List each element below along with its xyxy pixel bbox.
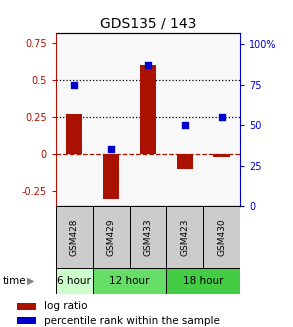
Point: [146, 62, 150, 68]
Bar: [103, 154, 119, 198]
Text: 12 hour: 12 hour: [109, 276, 150, 286]
Bar: [140, 65, 156, 154]
Bar: [166, 206, 203, 268]
Text: 18 hour: 18 hour: [183, 276, 224, 286]
Bar: [93, 268, 166, 294]
Point: [183, 122, 187, 128]
Bar: [56, 268, 93, 294]
Text: GSM430: GSM430: [217, 218, 226, 256]
Text: GSM429: GSM429: [107, 218, 115, 256]
Point: [109, 147, 113, 152]
Bar: [17, 317, 36, 324]
Text: GSM428: GSM428: [70, 218, 79, 256]
Text: percentile rank within the sample: percentile rank within the sample: [44, 316, 220, 325]
Text: ▶: ▶: [27, 276, 35, 286]
Bar: [56, 206, 93, 268]
Text: 6 hour: 6 hour: [57, 276, 91, 286]
Bar: [214, 154, 230, 157]
Title: GDS135 / 143: GDS135 / 143: [100, 16, 196, 30]
Bar: [17, 302, 36, 310]
Bar: [93, 206, 130, 268]
Bar: [66, 114, 82, 154]
Text: GSM433: GSM433: [144, 218, 152, 256]
Text: time: time: [3, 276, 27, 286]
Text: log ratio: log ratio: [44, 301, 88, 311]
Bar: [203, 206, 240, 268]
Point: [219, 114, 224, 120]
Bar: [130, 206, 166, 268]
Text: GSM423: GSM423: [180, 218, 189, 256]
Bar: [166, 268, 240, 294]
Bar: [177, 154, 193, 169]
Point: [72, 82, 76, 87]
